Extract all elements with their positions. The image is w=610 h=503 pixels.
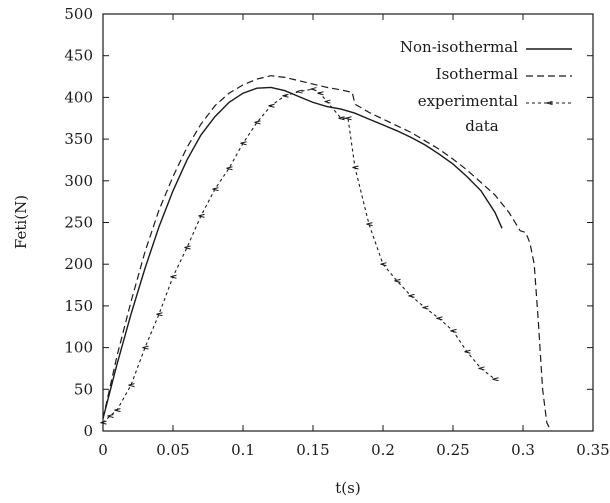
data-point bbox=[478, 366, 485, 371]
axis-ticks bbox=[102, 13, 594, 432]
x-tick-label: 0.05 bbox=[156, 441, 189, 459]
data-point bbox=[226, 166, 233, 171]
data-point bbox=[212, 187, 219, 192]
data-point bbox=[324, 99, 331, 104]
legend-label-0: Non-isothermal bbox=[400, 38, 518, 56]
data-point bbox=[464, 349, 471, 354]
x-tick-label: 0 bbox=[98, 441, 108, 459]
y-tick-label: 500 bbox=[64, 5, 93, 23]
data-point bbox=[380, 262, 387, 267]
y-tick-label: 400 bbox=[64, 88, 93, 106]
y-tick-label: 200 bbox=[64, 255, 93, 273]
data-point bbox=[114, 408, 121, 413]
y-tick-label: 150 bbox=[64, 297, 93, 315]
data-point bbox=[296, 89, 303, 94]
legend-marker bbox=[546, 101, 553, 105]
data-point bbox=[184, 245, 191, 250]
data-point bbox=[450, 328, 457, 333]
x-tick-label: 0.1 bbox=[231, 441, 255, 459]
plot-frame bbox=[102, 13, 594, 432]
legend-label-2: experimental bbox=[418, 92, 519, 110]
data-point bbox=[310, 87, 317, 92]
y-tick-label: 50 bbox=[74, 380, 93, 398]
data-point bbox=[422, 305, 429, 310]
y-tick-label: 450 bbox=[64, 47, 93, 65]
y-axis-label: Feti(N) bbox=[12, 195, 30, 249]
data-point bbox=[156, 312, 163, 317]
y-tick-label: 300 bbox=[64, 172, 93, 190]
x-tick-label: 0.2 bbox=[371, 441, 395, 459]
data-point bbox=[352, 165, 359, 170]
data-point bbox=[254, 120, 261, 125]
y-tick-label: 350 bbox=[64, 130, 93, 148]
x-tick-label: 0.3 bbox=[511, 441, 535, 459]
data-point bbox=[408, 293, 415, 298]
series-line-0 bbox=[102, 86, 503, 419]
data-point bbox=[198, 213, 205, 218]
y-tick-label: 100 bbox=[64, 339, 93, 357]
tick-labels: 0 0.05 0.1 0.15 0.2 0.25 0.3 0.35 0 50 100 150 200 25… bbox=[64, 5, 609, 459]
data-point bbox=[107, 414, 114, 418]
data-point bbox=[394, 278, 401, 283]
x-tick-label: 0.15 bbox=[296, 441, 329, 459]
series-layer bbox=[100, 75, 552, 432]
series-line-2 bbox=[102, 88, 496, 424]
data-point bbox=[345, 116, 352, 121]
data-point bbox=[492, 377, 499, 382]
y-tick-label: 0 bbox=[83, 422, 93, 440]
legend-label-2-cont: data bbox=[465, 117, 499, 135]
data-point bbox=[100, 420, 107, 425]
data-point bbox=[128, 383, 135, 388]
series-line-1 bbox=[102, 75, 552, 432]
data-point bbox=[338, 116, 345, 121]
x-axis-label: t(s) bbox=[335, 479, 360, 497]
data-point bbox=[317, 91, 324, 96]
data-point bbox=[282, 93, 289, 98]
legend: Non-isothermal Isothermal experimental data bbox=[400, 38, 572, 135]
data-point bbox=[268, 103, 275, 108]
data-point bbox=[436, 316, 443, 321]
data-point bbox=[366, 222, 373, 227]
x-tick-label: 0.35 bbox=[576, 441, 609, 459]
data-point bbox=[170, 274, 177, 279]
y-tick-label: 250 bbox=[64, 214, 93, 232]
data-point bbox=[240, 141, 247, 146]
legend-label-1: Isothermal bbox=[436, 65, 519, 83]
data-point bbox=[142, 345, 149, 350]
x-tick-label: 0.25 bbox=[436, 441, 469, 459]
